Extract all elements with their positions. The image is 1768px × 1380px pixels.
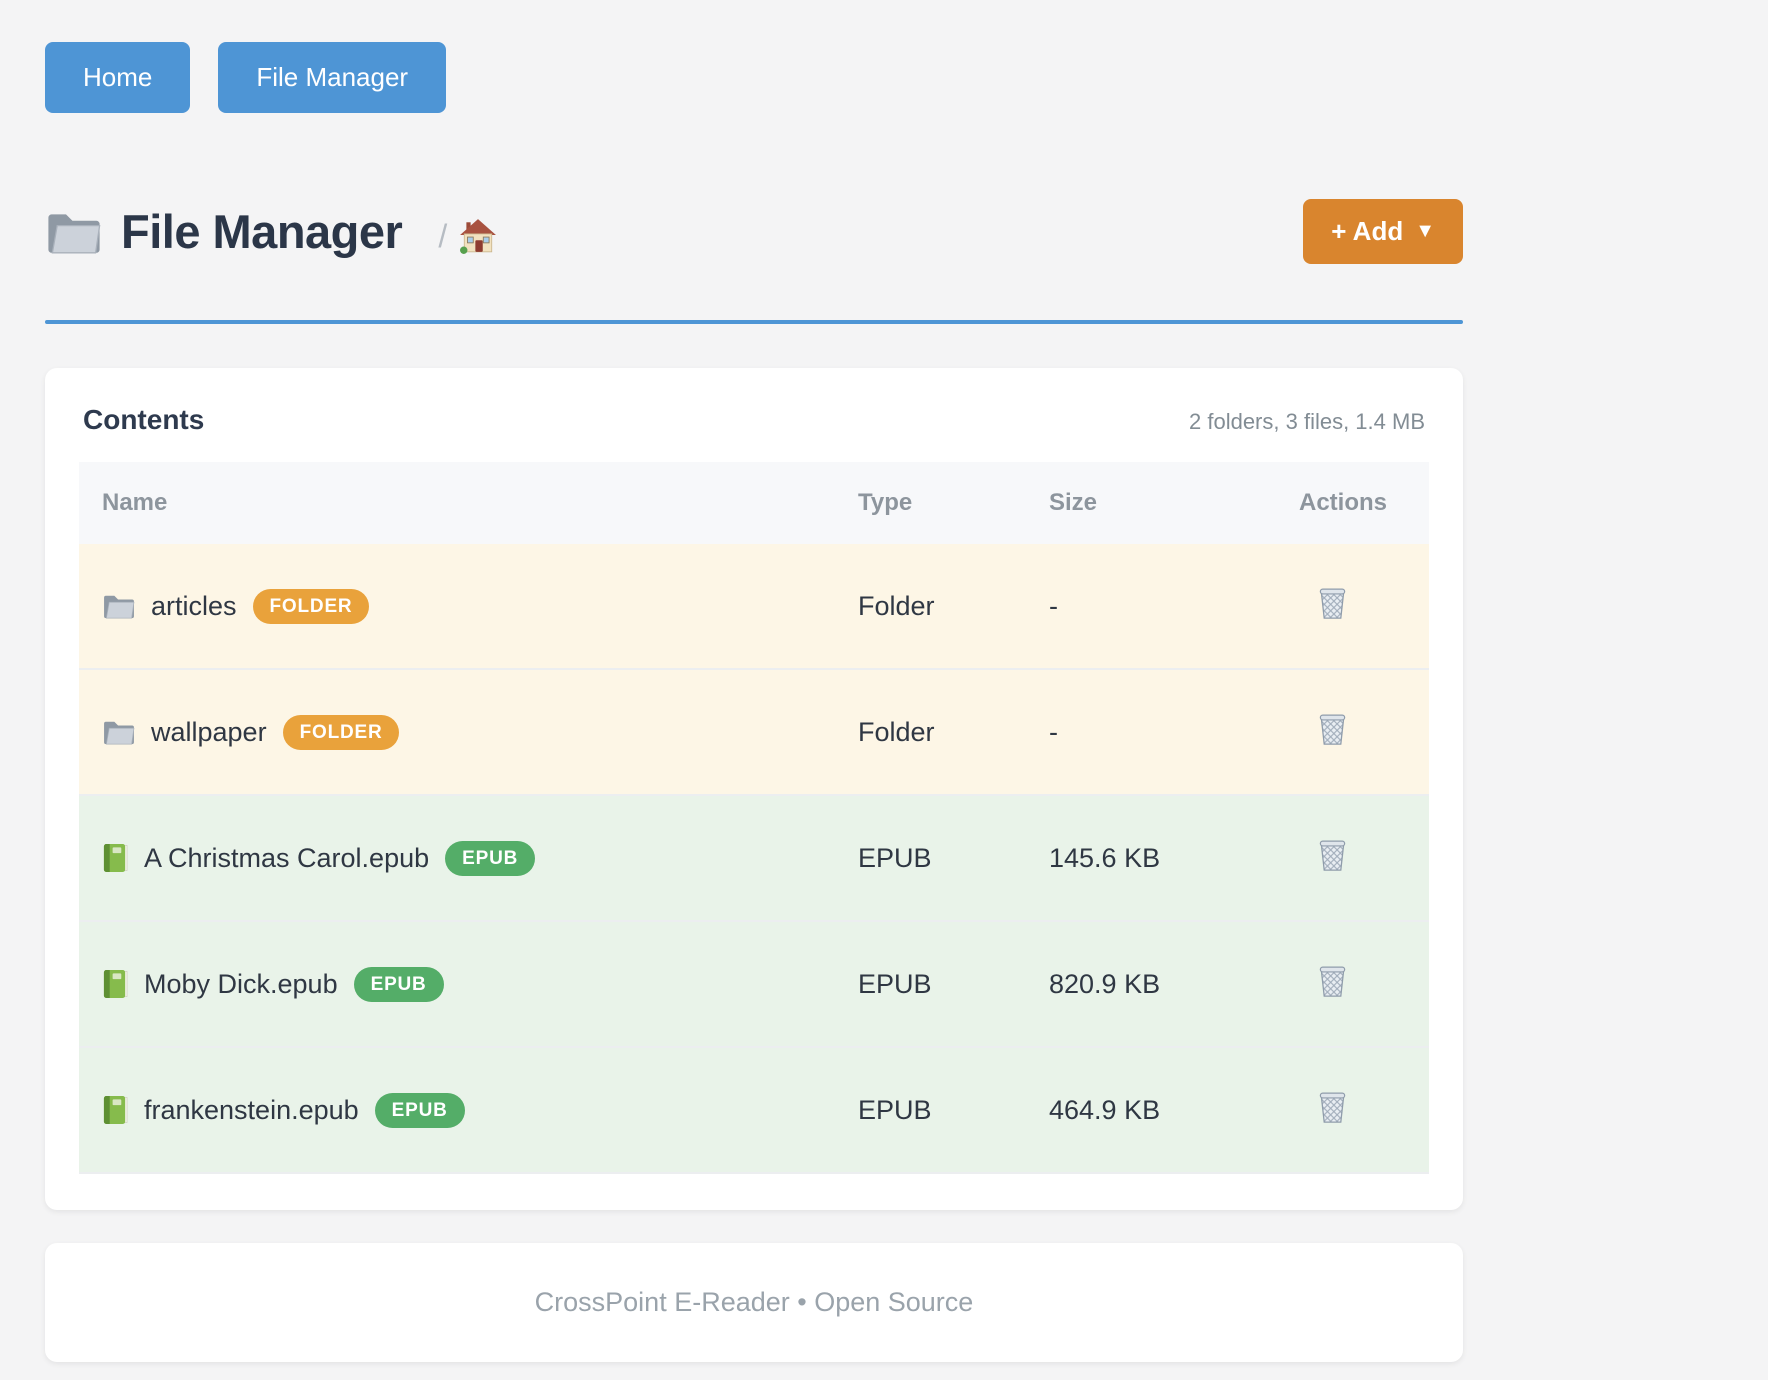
- contents-summary: 2 folders, 3 files, 1.4 MB: [1189, 409, 1425, 434]
- size-cell: 145.6 KB: [1049, 795, 1299, 922]
- nav-file-manager-button[interactable]: File Manager: [218, 42, 447, 113]
- folder-icon: [45, 208, 103, 256]
- divider: [45, 320, 1463, 324]
- contents-card-header: Contents 2 folders, 3 files, 1.4 MB: [79, 404, 1429, 436]
- wastebasket-icon: [1317, 963, 1348, 998]
- table-row[interactable]: articles FOLDER Folder -: [79, 544, 1429, 670]
- folder-icon: [102, 592, 136, 620]
- delete-button[interactable]: [1317, 1089, 1348, 1124]
- name-cell: frankenstein.epub EPUB: [79, 1092, 858, 1128]
- column-header-type: Type: [858, 462, 1049, 544]
- wastebasket-icon: [1317, 585, 1348, 620]
- wastebasket-icon: [1317, 711, 1348, 746]
- size-cell: 464.9 KB: [1049, 1047, 1299, 1174]
- name-cell: articles FOLDER: [79, 588, 858, 624]
- wastebasket-icon: [1317, 837, 1348, 872]
- delete-button[interactable]: [1317, 711, 1348, 746]
- size-cell: 820.9 KB: [1049, 921, 1299, 1048]
- folder-icon: [102, 718, 136, 746]
- type-cell: EPUB: [858, 1047, 1049, 1174]
- delete-button[interactable]: [1317, 963, 1348, 998]
- table-row[interactable]: Moby Dick.epub EPUB EPUB 820.9 KB: [79, 921, 1429, 1048]
- page-container: Home File Manager File Manager / + Add: [45, 0, 1463, 1362]
- chevron-down-icon: ▼: [1415, 220, 1435, 242]
- type-cell: Folder: [858, 544, 1049, 670]
- type-badge: FOLDER: [252, 588, 370, 624]
- file-table: Name Type Size Actions articles FOLDER F…: [79, 462, 1429, 1174]
- delete-button[interactable]: [1317, 585, 1348, 620]
- name-cell: wallpaper FOLDER: [79, 714, 858, 750]
- footer: CrossPoint E-Reader • Open Source: [45, 1243, 1463, 1362]
- book-icon: [102, 968, 129, 1000]
- contents-card: Contents 2 folders, 3 files, 1.4 MB Name…: [45, 368, 1463, 1210]
- contents-title: Contents: [83, 404, 205, 435]
- size-cell: -: [1049, 544, 1299, 670]
- file-name-link[interactable]: Moby Dick.epub: [144, 968, 338, 999]
- page-title: File Manager: [121, 205, 403, 258]
- table-header-row: Name Type Size Actions: [79, 462, 1429, 544]
- delete-button[interactable]: [1317, 837, 1348, 872]
- file-name-link[interactable]: frankenstein.epub: [144, 1094, 359, 1125]
- column-header-actions: Actions: [1299, 462, 1429, 544]
- wastebasket-icon: [1317, 1089, 1348, 1124]
- size-cell: -: [1049, 669, 1299, 796]
- book-icon: [102, 1094, 129, 1126]
- type-cell: EPUB: [858, 795, 1049, 922]
- footer-text: CrossPoint E-Reader • Open Source: [534, 1287, 974, 1317]
- name-cell: A Christmas Carol.epub EPUB: [79, 840, 858, 876]
- table-row[interactable]: frankenstein.epub EPUB EPUB 464.9 KB: [79, 1047, 1429, 1174]
- type-cell: EPUB: [858, 921, 1049, 1048]
- file-name-link[interactable]: wallpaper: [151, 716, 267, 747]
- house-icon[interactable]: [459, 217, 497, 255]
- nav-home-button[interactable]: Home: [45, 42, 191, 113]
- column-header-size: Size: [1049, 462, 1299, 544]
- column-header-name: Name: [79, 462, 858, 544]
- type-badge: EPUB: [353, 966, 444, 1002]
- type-badge: FOLDER: [282, 714, 400, 750]
- name-cell: Moby Dick.epub EPUB: [79, 966, 858, 1002]
- page-header: File Manager / + Add ▼: [45, 199, 1463, 264]
- file-name-link[interactable]: articles: [151, 590, 237, 621]
- top-nav: Home File Manager: [45, 0, 1463, 113]
- type-cell: Folder: [858, 669, 1049, 796]
- add-button[interactable]: + Add ▼: [1303, 199, 1463, 264]
- add-button-label: + Add: [1331, 216, 1404, 246]
- file-name-link[interactable]: A Christmas Carol.epub: [144, 842, 430, 873]
- table-row[interactable]: wallpaper FOLDER Folder -: [79, 669, 1429, 796]
- type-badge: EPUB: [445, 840, 536, 876]
- type-badge: EPUB: [374, 1092, 465, 1128]
- table-row[interactable]: A Christmas Carol.epub EPUB EPUB 145.6 K…: [79, 795, 1429, 922]
- book-icon: [102, 842, 129, 874]
- breadcrumb-separator: /: [438, 218, 448, 254]
